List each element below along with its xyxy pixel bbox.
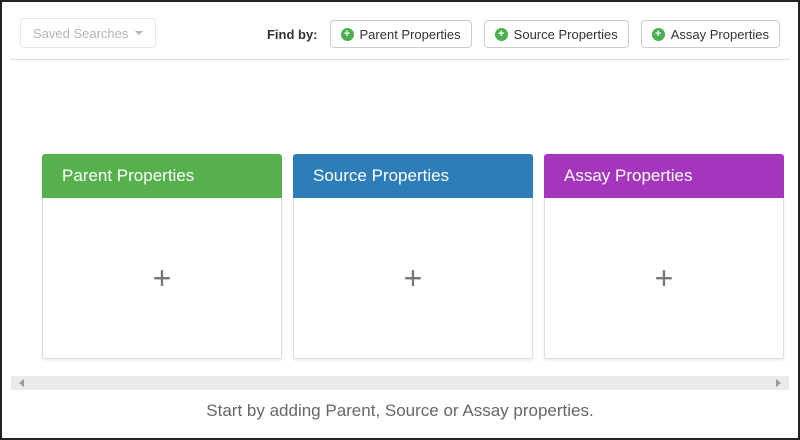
saved-searches-label: Saved Searches bbox=[33, 25, 129, 41]
chevron-down-icon bbox=[135, 31, 144, 35]
parent-properties-panel-body: + bbox=[42, 198, 282, 359]
add-source-property-plus-icon[interactable]: + bbox=[403, 260, 423, 296]
add-parent-properties-button[interactable]: + Parent Properties bbox=[329, 20, 472, 48]
add-parent-property-plus-icon[interactable]: + bbox=[152, 260, 172, 296]
add-assay-properties-label: Assay Properties bbox=[670, 26, 769, 42]
assay-properties-panel-header: Assay Properties bbox=[544, 154, 784, 198]
scroll-left-arrow-icon[interactable] bbox=[19, 379, 24, 387]
empty-state-message: Start by adding Parent, Source or Assay … bbox=[206, 401, 594, 420]
assay-properties-panel: Assay Properties + bbox=[544, 154, 784, 359]
source-properties-panel: Source Properties + bbox=[293, 154, 533, 359]
source-properties-panel-header: Source Properties bbox=[293, 154, 533, 198]
source-properties-panel-title: Source Properties bbox=[313, 166, 450, 185]
plus-circle-icon: + bbox=[340, 27, 354, 41]
saved-searches-dropdown[interactable]: Saved Searches bbox=[20, 18, 157, 48]
add-assay-properties-button[interactable]: + Assay Properties bbox=[640, 20, 780, 48]
source-properties-panel-body: + bbox=[293, 198, 533, 359]
horizontal-scrollbar[interactable] bbox=[11, 376, 789, 390]
parent-properties-panel-header: Parent Properties bbox=[42, 154, 282, 198]
parent-properties-panel: Parent Properties + bbox=[42, 154, 282, 359]
assay-properties-panel-body: + bbox=[544, 198, 784, 359]
add-assay-property-plus-icon[interactable]: + bbox=[654, 260, 674, 296]
plus-circle-icon: + bbox=[494, 27, 508, 41]
find-by-toolbar: Find by: + Parent Properties + Source Pr… bbox=[267, 20, 780, 48]
find-by-label: Find by: bbox=[266, 26, 318, 42]
assay-properties-panel-title: Assay Properties bbox=[564, 166, 693, 185]
parent-properties-panel-title: Parent Properties bbox=[62, 166, 195, 185]
add-source-properties-label: Source Properties bbox=[513, 26, 618, 42]
toolbar-divider bbox=[10, 59, 790, 60]
add-source-properties-button[interactable]: + Source Properties bbox=[483, 20, 629, 48]
property-panels-row: Parent Properties + Source Properties + … bbox=[42, 154, 784, 359]
plus-circle-icon: + bbox=[651, 27, 665, 41]
add-parent-properties-label: Parent Properties bbox=[359, 26, 461, 42]
scroll-right-arrow-icon[interactable] bbox=[776, 379, 781, 387]
